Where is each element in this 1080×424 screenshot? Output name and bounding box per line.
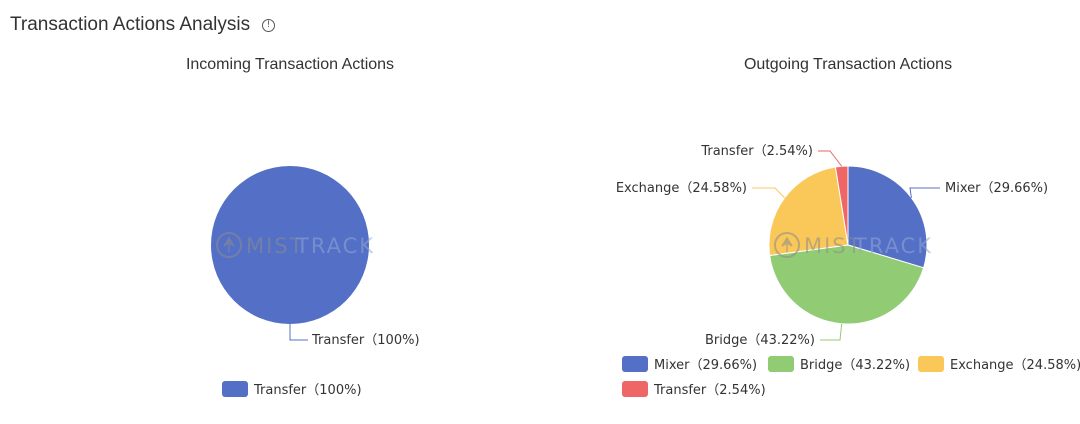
outgoing-pie-chart: Outgoing Transaction Actions Mixer（29.66%… bbox=[616, 56, 1080, 398]
page-title: Transaction Actions Analysis bbox=[10, 14, 251, 35]
header: Transaction Actions Analysis ! bbox=[10, 14, 276, 36]
leader-line-transfer bbox=[289, 324, 308, 341]
legend-item-mixer[interactable]: Mixer（29.66%) bbox=[622, 356, 757, 373]
legend-label: Mixer（29.66%) bbox=[654, 358, 757, 373]
pie-slice-bridge[interactable] bbox=[769, 244, 925, 325]
legend-label: Bridge（43.22%) bbox=[800, 358, 910, 373]
watermark-arrow bbox=[781, 236, 793, 252]
watermark-text-b: TRACK bbox=[853, 234, 933, 258]
legend-item-transfer[interactable]: Transfer（2.54%) bbox=[622, 381, 766, 398]
pie-slice-transfer[interactable] bbox=[834, 165, 849, 246]
chart-title: Outgoing Transaction Actions bbox=[744, 56, 952, 73]
legend-label: Transfer（2.54%) bbox=[653, 383, 766, 398]
legend-swatch bbox=[622, 356, 648, 372]
slice-label-transfer: Transfer（100%) bbox=[311, 333, 420, 348]
watermark-arrow bbox=[223, 236, 235, 252]
incoming-pie-chart: Incoming Transaction Actions Transfer（100… bbox=[186, 56, 420, 398]
slice-label-exchange: Exchange（24.58%) bbox=[616, 181, 747, 196]
legend-swatch bbox=[918, 356, 944, 372]
pie-slice-mixer[interactable] bbox=[847, 165, 928, 269]
pie-slice-transfer[interactable] bbox=[211, 166, 369, 324]
legend-item-exchange[interactable]: Exchange（24.58%) bbox=[918, 356, 1080, 373]
legend-item-transfer[interactable]: Transfer（100%) bbox=[222, 381, 362, 398]
legend-swatch bbox=[622, 381, 648, 397]
legend-item-bridge[interactable]: Bridge（43.22%) bbox=[768, 356, 910, 373]
leader-line-bridge bbox=[820, 323, 843, 341]
mistrack-logo-icon bbox=[216, 232, 242, 258]
slice-label-mixer: Mixer（29.66%) bbox=[945, 181, 1048, 196]
info-icon[interactable]: ! bbox=[262, 18, 276, 32]
leader-line-mixer bbox=[909, 187, 940, 198]
watermark-text-a: MIST bbox=[246, 234, 304, 258]
leader-line-transfer bbox=[818, 150, 843, 167]
mistrack-logo-icon bbox=[774, 232, 800, 258]
legend-swatch bbox=[222, 381, 248, 397]
watermark-text-b: TRACK bbox=[295, 234, 375, 258]
legend-label: Exchange（24.58%) bbox=[950, 358, 1080, 373]
legend: Transfer（100%) bbox=[222, 381, 362, 398]
legend-label: Transfer（100%) bbox=[253, 383, 362, 398]
legend-swatch bbox=[768, 356, 794, 372]
slice-label-bridge: Bridge（43.22%) bbox=[705, 333, 815, 348]
leader-line-exchange bbox=[752, 187, 785, 199]
chart-title: Incoming Transaction Actions bbox=[186, 56, 394, 73]
legend: Mixer（29.66%) Bridge（43.22%) Exchange（24.5… bbox=[622, 356, 1080, 398]
watermark-text-a: MIST bbox=[804, 234, 862, 258]
slice-label-transfer: Transfer（2.54%) bbox=[700, 144, 813, 159]
